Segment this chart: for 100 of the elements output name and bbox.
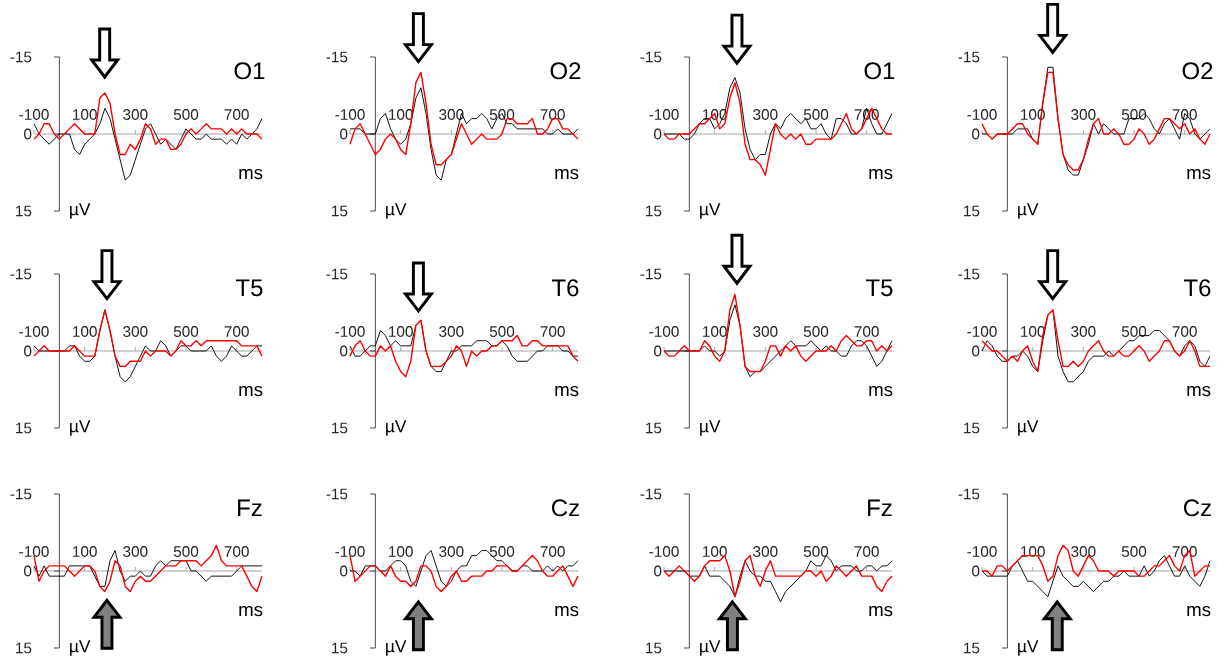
x-tick-label: 500	[489, 326, 515, 337]
x-tick-label: 700	[854, 326, 879, 337]
x-tick-label: 300	[123, 109, 148, 120]
x-tick-label: 300	[753, 109, 778, 120]
x-tick-label: -100	[19, 546, 49, 557]
x-tick-label: 700	[224, 326, 249, 337]
annotation: µV	[70, 203, 91, 219]
chart-title: O2	[1182, 62, 1213, 80]
y-tick-label: -15	[958, 268, 980, 280]
x-tick-label: 700	[540, 109, 565, 120]
x-axis-title: ms	[555, 605, 579, 617]
y-tick-label: -15	[326, 268, 348, 280]
annotation: µV	[1018, 640, 1039, 656]
x-axis-title: ms	[239, 168, 263, 180]
x-tick-label: 500	[489, 109, 515, 120]
x-tick-label: 500	[1121, 326, 1147, 337]
x-tick-label: 500	[1121, 546, 1147, 557]
chart-title: T5	[866, 279, 893, 297]
y-tick-label: 15	[646, 642, 662, 654]
x-tick-label: 500	[489, 546, 515, 557]
x-axis-title: ms	[555, 168, 579, 180]
x-tick-label: -100	[649, 546, 679, 557]
chart-title: T5	[235, 279, 263, 297]
x-tick-label: 700	[1172, 546, 1197, 557]
annotation: µV	[386, 420, 407, 436]
y-tick-label: 0	[654, 345, 662, 357]
y-tick-label: 0	[972, 565, 980, 577]
y-tick-label: -15	[640, 51, 662, 63]
x-tick-label: 300	[753, 546, 778, 557]
x-tick-label: -100	[967, 546, 997, 557]
annotation: µV	[386, 203, 407, 219]
x-tick-label: 700	[540, 546, 565, 557]
annotation: µV	[1018, 420, 1039, 436]
y-tick-label: 15	[964, 642, 980, 654]
x-tick-label: -100	[335, 326, 365, 337]
x-tick-label: 300	[439, 546, 464, 557]
chart-title: O1	[234, 62, 265, 80]
x-tick-label: 100	[703, 546, 727, 557]
x-axis-title: ms	[869, 605, 893, 617]
y-tick-label: -15	[640, 488, 662, 500]
x-tick-label: 100	[73, 546, 97, 557]
x-tick-label: -100	[335, 109, 365, 120]
x-tick-label: -100	[649, 326, 679, 337]
x-axis-title: ms	[239, 605, 263, 617]
annotation: µV	[700, 420, 721, 436]
x-tick-label: 300	[1071, 109, 1096, 120]
x-tick-label: 100	[703, 326, 727, 337]
x-axis-title: ms	[1187, 385, 1211, 397]
x-tick-label: 700	[540, 326, 565, 337]
y-tick-label: 0	[340, 128, 348, 140]
x-axis-title: ms	[555, 385, 579, 397]
chart-title: Cz	[1184, 499, 1211, 517]
chart-title: T6	[551, 279, 579, 297]
x-tick-label: 500	[173, 109, 199, 120]
x-tick-label: 700	[854, 546, 879, 557]
x-tick-label: 700	[224, 109, 249, 120]
annotation: µV	[1018, 203, 1039, 219]
x-tick-label: 300	[753, 326, 778, 337]
y-tick-label: 15	[16, 642, 32, 654]
chart-title: O1	[864, 62, 895, 80]
chart-title: Fz	[868, 499, 892, 517]
y-tick-label: -15	[640, 268, 662, 280]
x-tick-label: -100	[967, 326, 997, 337]
x-tick-label: 500	[1121, 109, 1147, 120]
y-tick-label: 15	[646, 205, 662, 217]
annotation: µV	[70, 640, 91, 656]
x-tick-label: 300	[123, 326, 148, 337]
x-axis-title: ms	[869, 168, 893, 180]
x-tick-label: -100	[967, 109, 997, 120]
y-tick-label: 0	[654, 128, 662, 140]
y-tick-label: -15	[958, 51, 980, 63]
y-tick-label: 0	[340, 345, 348, 357]
y-tick-label: 15	[964, 422, 980, 434]
y-tick-label: 15	[16, 422, 32, 434]
x-tick-label: 700	[1172, 326, 1197, 337]
y-tick-label: 0	[24, 565, 32, 577]
x-tick-label: 500	[803, 109, 829, 120]
annotation: µV	[700, 640, 721, 656]
x-axis-title: ms	[1187, 605, 1211, 617]
x-tick-label: 700	[224, 546, 249, 557]
x-tick-label: 300	[439, 326, 464, 337]
annotation: µV	[700, 203, 721, 219]
y-tick-label: 15	[332, 422, 348, 434]
chart-title: T6	[1184, 279, 1211, 297]
y-tick-label: -15	[326, 488, 348, 500]
y-tick-label: 15	[646, 422, 662, 434]
x-tick-label: 500	[173, 546, 199, 557]
x-tick-label: -100	[19, 326, 49, 337]
y-tick-label: -15	[10, 51, 32, 63]
y-tick-label: 0	[972, 128, 980, 140]
x-tick-label: 100	[389, 546, 413, 557]
x-tick-label: 500	[803, 326, 829, 337]
x-tick-label: 500	[173, 326, 199, 337]
chart-title: Fz	[238, 499, 262, 517]
x-axis-title: ms	[239, 385, 263, 397]
y-tick-label: -15	[10, 268, 32, 280]
x-tick-label: 300	[1071, 326, 1096, 337]
x-tick-label: 500	[803, 546, 829, 557]
y-tick-label: -15	[326, 51, 348, 63]
y-tick-label: 15	[964, 205, 980, 217]
